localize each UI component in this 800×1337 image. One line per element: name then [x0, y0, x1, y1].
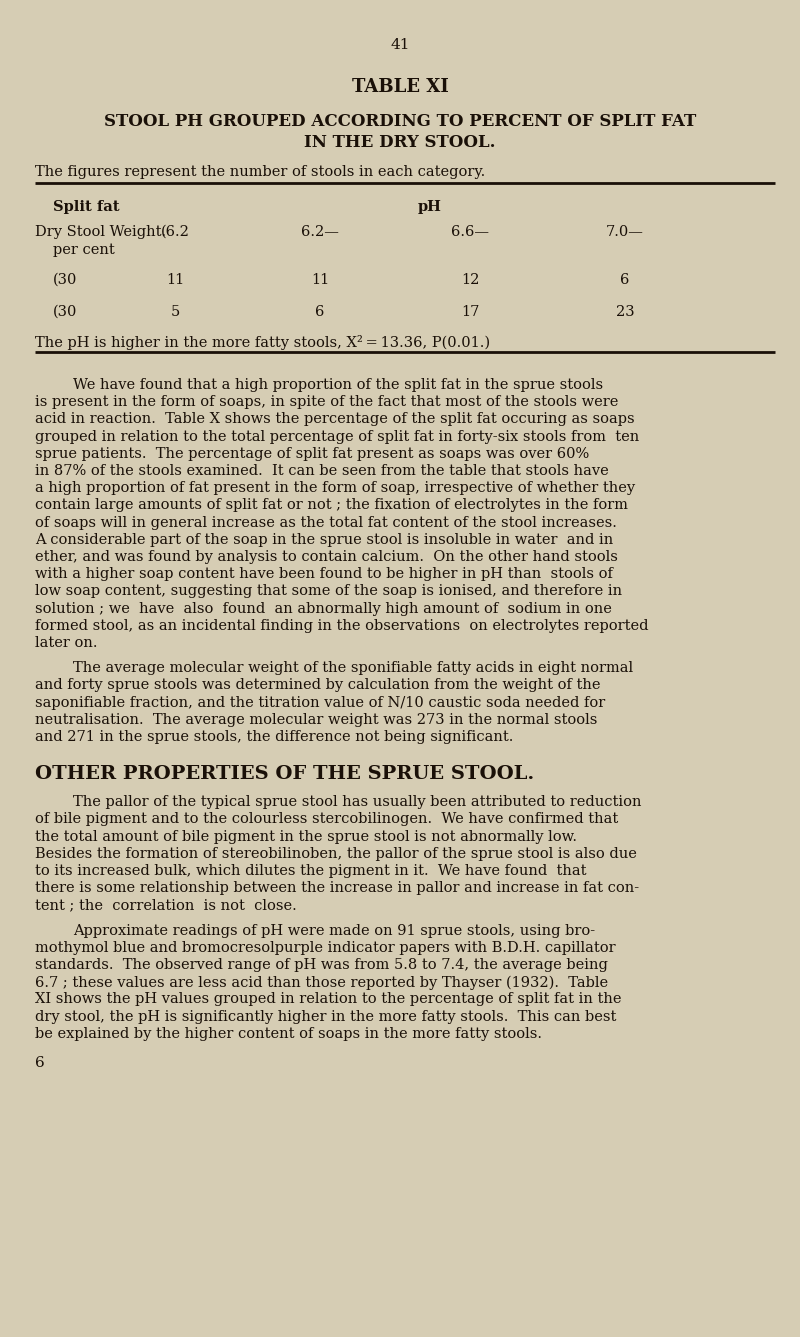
Text: The average molecular weight of the sponifiable fatty acids in eight normal: The average molecular weight of the spon…: [73, 662, 633, 675]
Text: The figures represent the number of stools in each category.: The figures represent the number of stoo…: [35, 164, 486, 179]
Text: (30: (30: [53, 273, 78, 287]
Text: of soaps will in general increase as the total fat content of the stool increase: of soaps will in general increase as the…: [35, 516, 617, 529]
Text: 41: 41: [390, 37, 410, 52]
Text: in 87% of the stools examined.  It can be seen from the table that stools have: in 87% of the stools examined. It can be…: [35, 464, 609, 479]
Text: sprue patients.  The percentage of split fat present as soaps was over 60%: sprue patients. The percentage of split …: [35, 447, 590, 461]
Text: 17: 17: [461, 305, 479, 320]
Text: XI shows the pH values grouped in relation to the percentage of split fat in the: XI shows the pH values grouped in relati…: [35, 992, 622, 1007]
Text: dry stool, the pH is significantly higher in the more fatty stools.  This can be: dry stool, the pH is significantly highe…: [35, 1009, 616, 1024]
Text: low soap content, suggesting that some of the soap is ionised, and therefore in: low soap content, suggesting that some o…: [35, 584, 622, 599]
Text: of bile pigment and to the colourless stercobilinogen.  We have confirmed that: of bile pigment and to the colourless st…: [35, 813, 618, 826]
Text: 6.6—: 6.6—: [451, 225, 489, 239]
Text: there is some relationship between the increase in pallor and increase in fat co: there is some relationship between the i…: [35, 881, 639, 896]
Text: We have found that a high proportion of the split fat in the sprue stools: We have found that a high proportion of …: [73, 378, 603, 392]
Text: 6: 6: [35, 1056, 45, 1070]
Text: formed stool, as an incidental finding in the observations  on electrolytes repo: formed stool, as an incidental finding i…: [35, 619, 649, 632]
Text: Besides the formation of stereobilinoben, the pallor of the sprue stool is also : Besides the formation of stereobilinoben…: [35, 846, 637, 861]
Text: OTHER PROPERTIES OF THE SPRUE STOOL.: OTHER PROPERTIES OF THE SPRUE STOOL.: [35, 765, 534, 783]
Text: Approximate readings of pH were made on 91 sprue stools, using bro-: Approximate readings of pH were made on …: [73, 924, 595, 937]
Text: Dry Stool Weight.: Dry Stool Weight.: [35, 225, 166, 239]
Text: 6: 6: [315, 305, 325, 320]
Text: the total amount of bile pigment in the sprue stool is not abnormally low.: the total amount of bile pigment in the …: [35, 829, 577, 844]
Text: 6.2—: 6.2—: [301, 225, 339, 239]
Text: per cent: per cent: [53, 243, 114, 257]
Text: is present in the form of soaps, in spite of the fact that most of the stools we: is present in the form of soaps, in spit…: [35, 396, 618, 409]
Text: The pallor of the typical sprue stool has usually been attributed to reduction: The pallor of the typical sprue stool ha…: [73, 796, 642, 809]
Text: (30: (30: [53, 305, 78, 320]
Text: grouped in relation to the total percentage of split fat in forty-six stools fro: grouped in relation to the total percent…: [35, 429, 639, 444]
Text: mothymol blue and bromocresolpurple indicator papers with B.D.H. capillator: mothymol blue and bromocresolpurple indi…: [35, 941, 616, 955]
Text: a high proportion of fat present in the form of soap, irrespective of whether th: a high proportion of fat present in the …: [35, 481, 635, 495]
Text: 23: 23: [616, 305, 634, 320]
Text: saponifiable fraction, and the titration value of N/10 caustic soda needed for: saponifiable fraction, and the titration…: [35, 695, 606, 710]
Text: STOOL PH GROUPED ACCORDING TO PERCENT OF SPLIT FAT: STOOL PH GROUPED ACCORDING TO PERCENT OF…: [104, 114, 696, 130]
Text: 5: 5: [170, 305, 180, 320]
Text: TABLE XI: TABLE XI: [351, 78, 449, 96]
Text: 6: 6: [620, 273, 630, 287]
Text: The pH is higher in the more fatty stools, X² = 13.36, P(0.01.): The pH is higher in the more fatty stool…: [35, 336, 490, 350]
Text: and forty sprue stools was determined by calculation from the weight of the: and forty sprue stools was determined by…: [35, 678, 601, 693]
Text: to its increased bulk, which dilutes the pigment in it.  We have found  that: to its increased bulk, which dilutes the…: [35, 864, 586, 878]
Text: solution ; we  have  also  found  an abnormally high amount of  sodium in one: solution ; we have also found an abnorma…: [35, 602, 612, 615]
Text: with a higher soap content have been found to be higher in pH than  stools of: with a higher soap content have been fou…: [35, 567, 613, 582]
Text: (6.2: (6.2: [161, 225, 190, 239]
Text: later on.: later on.: [35, 636, 98, 650]
Text: be explained by the higher content of soaps in the more fatty stools.: be explained by the higher content of so…: [35, 1027, 542, 1040]
Text: acid in reaction.  Table X shows the percentage of the split fat occuring as soa: acid in reaction. Table X shows the perc…: [35, 412, 634, 427]
Text: 12: 12: [461, 273, 479, 287]
Text: 7.0—: 7.0—: [606, 225, 644, 239]
Text: ether, and was found by analysis to contain calcium.  On the other hand stools: ether, and was found by analysis to cont…: [35, 550, 618, 564]
Text: tent ; the  correlation  is not  close.: tent ; the correlation is not close.: [35, 898, 297, 912]
Text: Split fat: Split fat: [53, 201, 119, 214]
Text: 11: 11: [166, 273, 184, 287]
Text: neutralisation.  The average molecular weight was 273 in the normal stools: neutralisation. The average molecular we…: [35, 713, 598, 727]
Text: contain large amounts of split fat or not ; the fixation of electrolytes in the : contain large amounts of split fat or no…: [35, 499, 628, 512]
Text: 11: 11: [311, 273, 329, 287]
Text: 6.7 ; these values are less acid than those reported by Thayser (1932).  Table: 6.7 ; these values are less acid than th…: [35, 975, 608, 989]
Text: pH: pH: [418, 201, 442, 214]
Text: A considerable part of the soap in the sprue stool is insoluble in water  and in: A considerable part of the soap in the s…: [35, 533, 614, 547]
Text: and 271 in the sprue stools, the difference not being significant.: and 271 in the sprue stools, the differe…: [35, 730, 514, 743]
Text: IN THE DRY STOOL.: IN THE DRY STOOL.: [304, 134, 496, 151]
Text: standards.  The observed range of pH was from 5.8 to 7.4, the average being: standards. The observed range of pH was …: [35, 959, 608, 972]
